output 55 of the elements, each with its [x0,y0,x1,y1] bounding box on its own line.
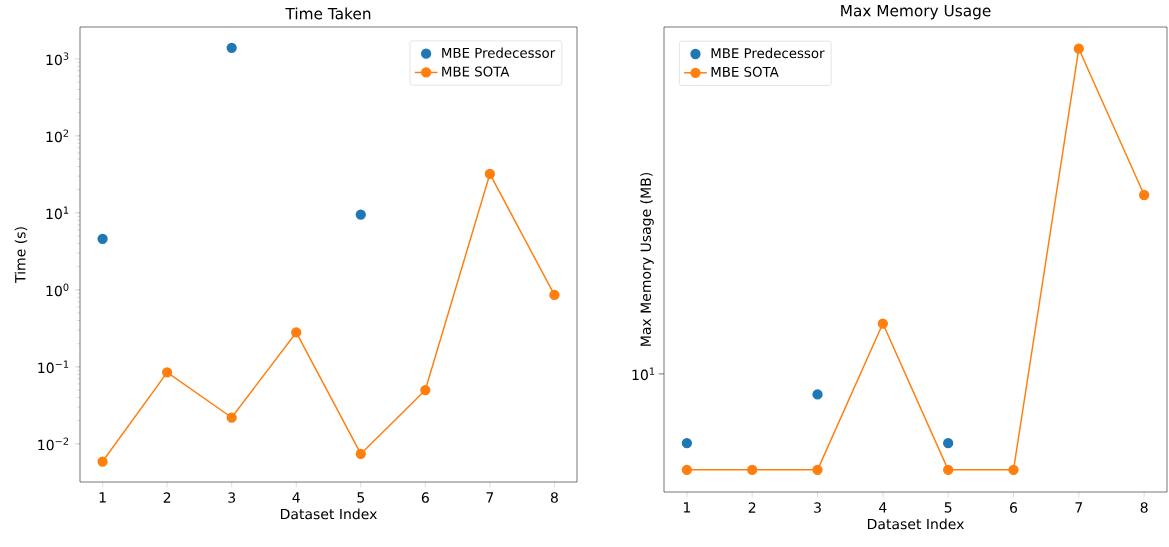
y-axis-title: Max Memory Usage (MB) [640,172,654,346]
point [291,327,302,338]
point [1139,189,1150,201]
x-tick-label: 6 [1010,502,1018,513]
point [420,384,431,396]
x-tick-label: 8 [550,492,558,503]
point [681,438,693,449]
y-tick-label: 10$^{−2}$ [38,437,69,451]
point [681,464,693,475]
y-axis-title: Time (s) [14,227,28,284]
point [812,464,823,475]
x-tick-label: 4 [292,492,300,503]
x-tick-label: 6 [421,492,429,503]
x-tick-label: 2 [748,502,756,513]
legend-label: MBE SOTA [711,66,779,77]
x-axis-title: Dataset Index [280,508,377,520]
text: 10$^{1}$ [632,367,655,381]
x-tick-label: 3 [814,502,821,513]
point [943,438,954,449]
point [1008,464,1019,475]
point [226,412,237,423]
y-tick-label: 10$^{3}$ [46,52,69,66]
point [747,464,758,475]
x-tick-label: 8 [1140,502,1148,513]
point [162,367,173,378]
y-tick-label: 10$^{1}$ [46,206,69,220]
x-tick-label: 4 [879,502,887,513]
legend-label: MBE SOTA [442,66,510,77]
x-tick-label: 3 [228,492,236,503]
point [355,209,366,220]
point [97,456,108,467]
chart-title: Time Taken [285,7,371,20]
point [484,168,496,180]
legend-label: MBE Predecessor [711,47,825,59]
point [97,233,108,244]
point [549,289,560,301]
x-tick-label: 7 [1075,502,1083,513]
point [355,448,366,460]
x-tick-label: 1 [683,502,691,513]
x-tick-label: 5 [944,502,952,513]
point [812,389,823,400]
point [943,464,954,475]
point [1073,43,1084,54]
y-tick-label: 10$^{−1}$ [38,360,69,374]
y-tick-label: 10$^{0}$ [46,283,69,297]
x-tick-label: 7 [486,492,494,503]
x-tick-label: 1 [99,492,106,503]
y-tick-label: 10$^{2}$ [46,129,69,143]
x-tick-label: 2 [163,492,171,503]
point [226,42,237,53]
legend-label: MBE Predecessor [442,47,556,58]
x-tick-label: 5 [357,492,364,503]
point [877,318,888,329]
x-axis-title: Dataset Index [867,518,964,530]
chart-title: Max Memory Usage [841,5,991,20]
